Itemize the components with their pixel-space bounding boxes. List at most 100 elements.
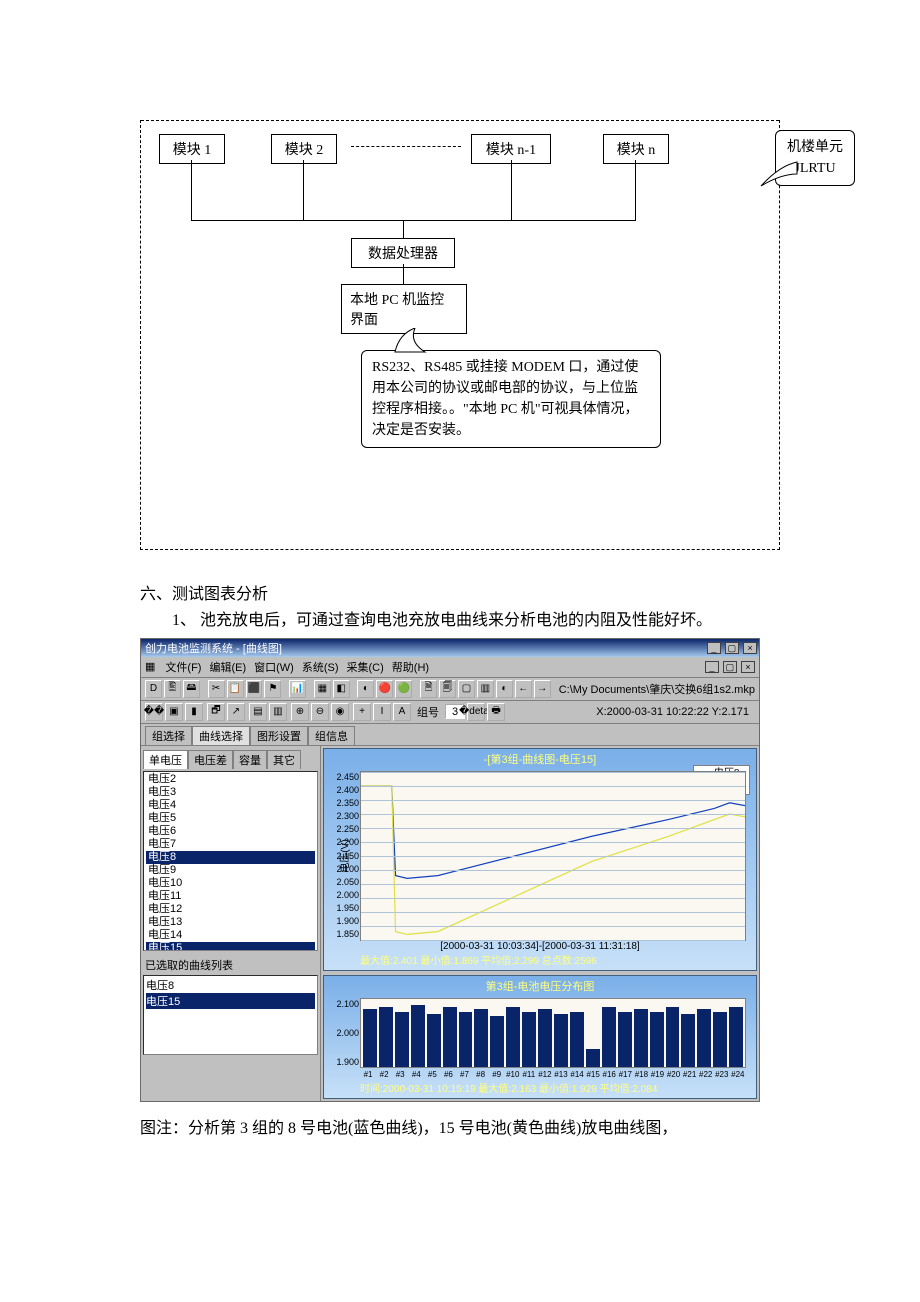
- ytick: 2.150: [333, 851, 359, 861]
- group-spin-icon[interactable]: �detail: [467, 703, 485, 721]
- bar: [618, 1012, 632, 1067]
- gridlines: [361, 772, 745, 940]
- bar: [474, 1009, 488, 1066]
- top-tab[interactable]: 组选择: [145, 726, 192, 745]
- xtick: #20: [665, 1070, 681, 1079]
- print-icon[interactable]: 🖶: [487, 703, 505, 721]
- node-module-1: 模块 1: [159, 134, 225, 164]
- top-tab[interactable]: 组信息: [308, 726, 355, 745]
- line-stats: 最大值:2.401 最小值:1.869 平均值:2.299 总点数:2596: [324, 952, 756, 970]
- list-item[interactable]: 电压15: [146, 993, 315, 1009]
- bar-chart: 第3组-电池电压分布图 2.1002.0001.900 #1#2#3#4#5#6…: [323, 975, 757, 1099]
- list-item[interactable]: 电压8: [146, 977, 315, 993]
- toolbar-button-icon[interactable]: →: [534, 680, 551, 698]
- toolbar-1: D🖺🖴✂📋⬛⚑📊▦◧◐🔴🟢🗎🗐▢▥◐←→C:\My Documents\肇庆\交…: [141, 678, 759, 701]
- bar-yticks: 2.1002.0001.900: [331, 999, 359, 1067]
- list-item[interactable]: 电压2: [146, 773, 315, 786]
- sub-tab[interactable]: 电压差: [188, 750, 233, 769]
- minimize-button[interactable]: _: [707, 642, 721, 654]
- zoom-in-icon[interactable]: ⊕: [291, 703, 309, 721]
- zoom-out-icon[interactable]: ⊖: [311, 703, 329, 721]
- tool-c-icon[interactable]: ▮: [185, 703, 203, 721]
- ytick: 2.200: [333, 837, 359, 847]
- toolbar-button-icon[interactable]: ⚑: [264, 680, 281, 698]
- list-item[interactable]: 电压14: [146, 929, 315, 942]
- toolbar-button-icon[interactable]: ▦: [314, 680, 331, 698]
- menu-item[interactable]: 窗口(W): [250, 662, 298, 674]
- line-plot: 电压(V) 2.4502.4002.3502.3002.2502.2002.15…: [360, 771, 746, 941]
- toolbar-button-icon[interactable]: D: [145, 680, 162, 698]
- toolbar-button-icon[interactable]: ▢: [458, 680, 475, 698]
- crosshair-icon[interactable]: +: [353, 703, 371, 721]
- sub-tab[interactable]: 单电压: [143, 750, 188, 769]
- toolbar-button-icon[interactable]: 🖴: [183, 680, 200, 698]
- close-button[interactable]: ×: [743, 642, 757, 654]
- list-item[interactable]: 电压9: [146, 864, 315, 877]
- list-item[interactable]: 电压3: [146, 786, 315, 799]
- tool-g-icon[interactable]: ▥: [269, 703, 287, 721]
- cursor-icon[interactable]: I: [373, 703, 391, 721]
- maximize-button[interactable]: ▢: [725, 642, 739, 654]
- mdi-minimize-button[interactable]: _: [705, 661, 719, 673]
- tool-b-icon[interactable]: ▣: [165, 703, 183, 721]
- toolbar-button-icon[interactable]: 🔴: [376, 680, 393, 698]
- voltage-list[interactable]: 电压2电压3电压4电压5电压6电压7电压8电压9电压10电压11电压12电压13…: [143, 771, 318, 951]
- list-item[interactable]: 电压6: [146, 825, 315, 838]
- mdi-close-button[interactable]: ×: [741, 661, 755, 673]
- list-item[interactable]: 电压13: [146, 916, 315, 929]
- list-item[interactable]: 电压4: [146, 799, 315, 812]
- selected-list[interactable]: 电压8电压15: [143, 975, 318, 1055]
- toolbar-button-icon[interactable]: ▥: [477, 680, 494, 698]
- toolbar-button-icon[interactable]: 🗐: [439, 680, 456, 698]
- sub-tab[interactable]: 其它: [267, 750, 301, 769]
- xtick: #4: [408, 1070, 424, 1079]
- toolbar-button-icon[interactable]: 🖺: [164, 680, 181, 698]
- paragraph-1: 1、 池充放电后，可通过查询电池充放电曲线来分析电池的内阻及性能好坏。: [140, 608, 780, 634]
- xtick: #7: [456, 1070, 472, 1079]
- toolbar-button-icon[interactable]: ◐: [496, 680, 513, 698]
- ytick: 2.000: [331, 1028, 359, 1038]
- zoom-fit-icon[interactable]: ◉: [331, 703, 349, 721]
- toolbar-button-icon[interactable]: 📊: [289, 680, 306, 698]
- list-item[interactable]: 电压5: [146, 812, 315, 825]
- menu-item[interactable]: 采集(C): [343, 662, 388, 674]
- toolbar-button-icon[interactable]: ◧: [333, 680, 350, 698]
- menu-item[interactable]: 系统(S): [298, 662, 343, 674]
- list-item[interactable]: 电压12: [146, 903, 315, 916]
- text-icon[interactable]: A: [393, 703, 411, 721]
- callout-tail-2-icon: [391, 328, 431, 354]
- menu-item[interactable]: 帮助(H): [388, 662, 433, 674]
- toolbar-button-icon[interactable]: 🟢: [395, 680, 412, 698]
- tool-a-icon[interactable]: ��: [145, 703, 163, 721]
- list-item[interactable]: 电压11: [146, 890, 315, 903]
- toolbar-button-icon[interactable]: 🗎: [420, 680, 437, 698]
- toolbar-button-icon[interactable]: ◐: [357, 680, 374, 698]
- mdi-maximize-button[interactable]: ▢: [723, 661, 737, 673]
- menu-item[interactable]: 编辑(E): [205, 662, 250, 674]
- line-chart: -[第3组-曲线图-电压15] 电压8电压15 电压(V) 2.4502.400…: [323, 748, 757, 971]
- top-tab[interactable]: 曲线选择: [192, 726, 250, 745]
- window-buttons: _ ▢ ×: [706, 642, 757, 654]
- list-item[interactable]: 电压10: [146, 877, 315, 890]
- list-item[interactable]: 电压7: [146, 838, 315, 851]
- toolbar-button-icon[interactable]: ←: [515, 680, 532, 698]
- bar: [586, 1049, 600, 1067]
- toolbar-button-icon[interactable]: 📋: [227, 680, 244, 698]
- list-item[interactable]: 电压15: [146, 942, 315, 951]
- toolbar-button-icon[interactable]: ✂: [208, 680, 225, 698]
- selected-label: 已选取的曲线列表: [145, 957, 316, 973]
- list-item[interactable]: 电压8: [146, 851, 315, 864]
- tool-e-icon[interactable]: ↗: [227, 703, 245, 721]
- menu-item[interactable]: 文件(F): [161, 662, 205, 674]
- bar: [363, 1009, 377, 1066]
- xtick: #3: [392, 1070, 408, 1079]
- ytick: 1.900: [333, 916, 359, 926]
- tool-d-icon[interactable]: 🗗: [207, 703, 225, 721]
- tool-f-icon[interactable]: ▤: [249, 703, 267, 721]
- callout-tail-icon: [759, 160, 799, 190]
- sub-tab[interactable]: 容量: [233, 750, 267, 769]
- xtick: #14: [569, 1070, 585, 1079]
- top-tab[interactable]: 图形设置: [250, 726, 308, 745]
- ytick: 2.350: [333, 798, 359, 808]
- toolbar-button-icon[interactable]: ⬛: [246, 680, 263, 698]
